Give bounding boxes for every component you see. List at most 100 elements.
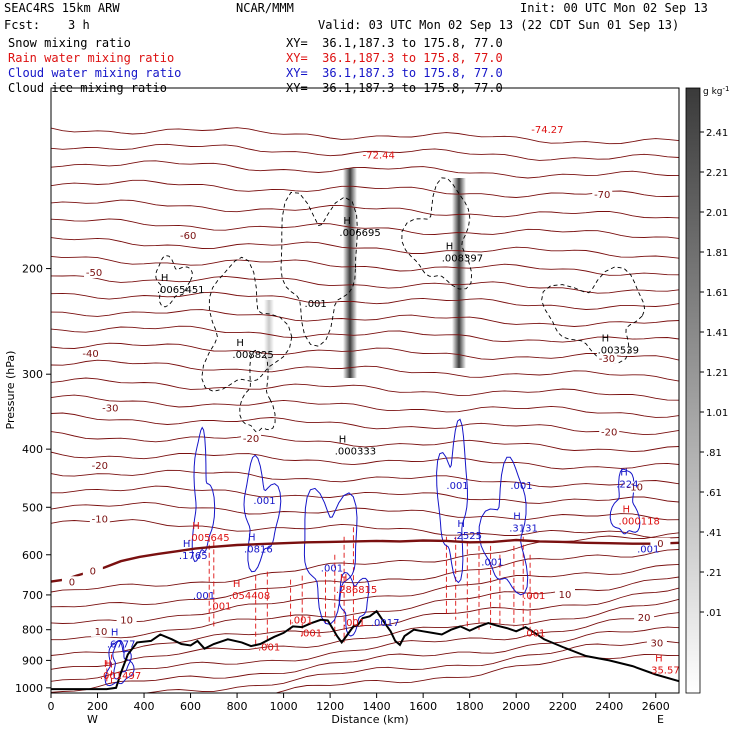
x-axis: 0 200 400 600 800 1000 1200 1400 1600 1800 2000 220… bbox=[48, 693, 670, 713]
extremum-value: .001497 bbox=[100, 671, 141, 682]
y-tick-label: 700 bbox=[22, 589, 43, 602]
contour-label: -20 bbox=[92, 461, 108, 472]
colorbar-unit: g kg-1 bbox=[703, 85, 729, 97]
colorbar: 2.41 2.21 2.01 1.81 1.61 1.41 1.21 1.01 .81 .61 .4… bbox=[685, 85, 729, 694]
isotherm-line bbox=[51, 309, 679, 327]
contour-label-bg bbox=[91, 625, 112, 637]
x-tick-label: 1000 bbox=[270, 700, 298, 713]
x-tick-label: 0 bbox=[48, 700, 55, 713]
contour-label: -50 bbox=[86, 268, 102, 279]
extrema-labels: -72.44-74.27H.006695H.008397H.0065451.00… bbox=[100, 125, 680, 682]
extremum-value: .286815 bbox=[336, 585, 377, 596]
extremum-value: .001 bbox=[305, 299, 327, 310]
contour-label-bg bbox=[82, 565, 103, 577]
colorbar-tick-label: .61 bbox=[706, 488, 722, 499]
extremum-value: .001 bbox=[523, 629, 545, 640]
y-axis-title: Pressure (hPa) bbox=[4, 351, 17, 430]
extremum-mark: H bbox=[343, 216, 351, 227]
freezing-level-line bbox=[50, 538, 680, 583]
temperature-contours bbox=[51, 127, 679, 693]
cloud-water-contour bbox=[191, 426, 216, 563]
extremum-value: .001 bbox=[510, 481, 532, 492]
cloud-water-contour bbox=[243, 454, 282, 573]
colorbar-tick-label: 2.21 bbox=[706, 168, 728, 179]
isotherm-line bbox=[51, 275, 679, 294]
isotherm-line bbox=[51, 160, 679, 179]
extremum-value: -72.44 bbox=[363, 150, 395, 161]
extremum-value: .6777 bbox=[107, 640, 136, 651]
isotherm-line bbox=[51, 532, 679, 593]
cloud-ice-contour bbox=[239, 349, 276, 433]
cloud-water-contour bbox=[436, 418, 469, 584]
contour-label: -10 bbox=[627, 482, 643, 493]
contour-label: -30 bbox=[599, 354, 615, 365]
extremum-value: .0017 bbox=[371, 618, 400, 629]
x-tick-label: 200 bbox=[87, 700, 108, 713]
terrain-line bbox=[51, 609, 680, 691]
y-tick-label: 1000 bbox=[15, 682, 43, 695]
extremum-mark: H bbox=[513, 512, 521, 523]
extremum-value: .005645 bbox=[188, 533, 229, 544]
contour-label-bg bbox=[599, 426, 620, 438]
isotherm-line bbox=[51, 394, 679, 418]
extremum-mark: H bbox=[183, 539, 191, 550]
extremum-mark: H bbox=[623, 504, 631, 515]
isotherm-line bbox=[51, 587, 679, 656]
y-axis: 200 300 400 500 600 700 800 900 1000 bbox=[15, 263, 51, 695]
contour-label: 0 bbox=[90, 567, 96, 578]
contour-label-bg bbox=[241, 433, 262, 445]
cloud-water-contour bbox=[303, 487, 358, 625]
colorbar-unit-exp: -1 bbox=[723, 85, 730, 93]
field-xy-rain: XY= 36.1,187.3 to 175.8, 77.0 bbox=[286, 51, 503, 65]
extremum-value: .001 bbox=[446, 481, 468, 492]
contour-label: -20 bbox=[601, 427, 617, 438]
cloud-ice-contour bbox=[201, 256, 293, 392]
isotherm-line bbox=[51, 291, 679, 310]
extremum-value: .008825 bbox=[232, 350, 273, 361]
cloud-water-contour bbox=[104, 639, 135, 687]
contour-label-bg bbox=[178, 230, 199, 242]
isotherm-line bbox=[51, 451, 679, 470]
y-tick-label: 300 bbox=[22, 368, 43, 381]
isotherm-line bbox=[51, 412, 679, 436]
cloud-ice-contour bbox=[401, 177, 473, 290]
colorbar-tick-label: 1.61 bbox=[706, 288, 728, 299]
extremum-value: .0065451 bbox=[157, 285, 205, 296]
extremum-value: .001 bbox=[637, 544, 659, 555]
extremum-value: .001 bbox=[193, 591, 215, 602]
field-xy-cloud-water: XY= 36.1,187.3 to 175.8, 77.0 bbox=[286, 66, 503, 80]
extremum-value: .000118 bbox=[619, 516, 660, 527]
isotherm-line bbox=[51, 237, 679, 259]
forecast-label: Fcst: bbox=[4, 18, 41, 32]
x-tick-label: 1200 bbox=[316, 700, 344, 713]
contour-label: 0 bbox=[69, 577, 75, 588]
extremum-value: .001 bbox=[291, 615, 313, 626]
colorbar-tick-label: 2.01 bbox=[706, 208, 728, 219]
contour-label: 10 bbox=[95, 627, 108, 638]
y-tick-label: 200 bbox=[22, 263, 43, 276]
cloud-water-contour bbox=[609, 468, 641, 535]
extremum-mark: H bbox=[104, 659, 112, 670]
extremum-value: .001 bbox=[300, 629, 322, 640]
contour-label-bg bbox=[596, 352, 617, 364]
contour-label-bg bbox=[89, 459, 110, 471]
colorbar-tick-label: 1.81 bbox=[706, 248, 728, 259]
snow-shading bbox=[264, 168, 466, 378]
center-name: NCAR/MMM bbox=[236, 1, 294, 15]
colorbar-tick-label: .81 bbox=[706, 448, 722, 459]
extremum-value: .1765 bbox=[179, 551, 208, 562]
cloud-water-contours bbox=[104, 418, 641, 687]
cloud-water-contour bbox=[338, 571, 370, 637]
contour-labels: -70 -60 -50 -40 -30 -30 -20 -20 -20 -10 -10 0 0 0 10 10… bbox=[61, 189, 671, 650]
x-tick-label: 1800 bbox=[456, 700, 484, 713]
extremum-mark: H bbox=[340, 573, 348, 584]
y-tick-label: 800 bbox=[22, 624, 43, 637]
x-tick-label: 2200 bbox=[549, 700, 577, 713]
isotherm-line bbox=[51, 501, 679, 521]
plot-frame bbox=[50, 87, 680, 694]
extremum-value: .001 bbox=[321, 564, 343, 575]
valid-time: Valid: 03 UTC Mon 02 Sep 13 (22 CDT Sun … bbox=[318, 18, 680, 32]
extremum-value: 35.57 bbox=[651, 666, 680, 677]
x-end-label-west: W bbox=[87, 713, 98, 726]
contour-label: 0 bbox=[657, 539, 663, 550]
